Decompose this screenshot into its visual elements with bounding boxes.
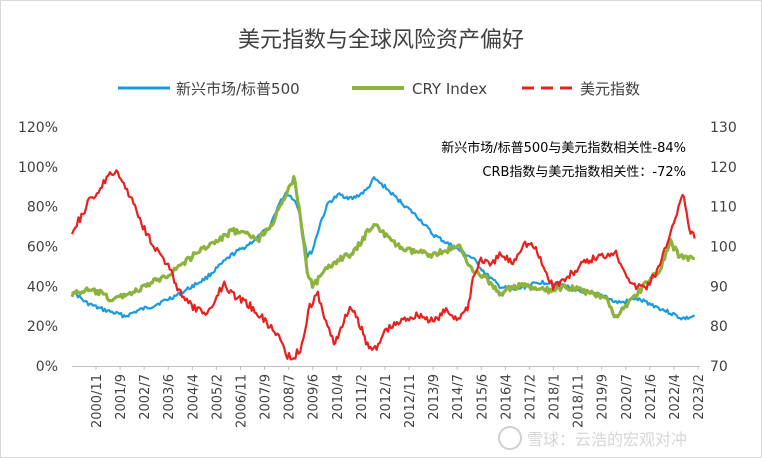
legend: 新兴市场/标普500 CRY Index 美元指数 — [118, 80, 640, 98]
x-tick-label: 2022/4 — [668, 374, 683, 420]
right-tick-label: 90 — [710, 279, 728, 295]
watermark-logo-icon — [498, 426, 522, 450]
watermark-text: 雪球：云浩的宏观对冲 — [527, 430, 687, 449]
right-tick-label: 70 — [710, 359, 728, 375]
x-tick-label: 2002/7 — [138, 374, 153, 420]
annotation-emerging-correlation: 新兴市场/标普500与美元指数相关性-84% — [441, 140, 686, 156]
x-tick-label: 2018/1 — [548, 374, 563, 420]
x-tick-label: 2003/6 — [162, 374, 177, 420]
x-tick-label: 2011/2 — [355, 374, 370, 420]
x-axis: 2000/11 2001/9 2002/7 2003/6 2004/4 2005/2 200… — [90, 366, 707, 428]
x-tick-label: 2021/6 — [644, 374, 659, 420]
x-tick-label: 2012/1 — [379, 374, 394, 420]
left-tick-label: 20% — [27, 319, 58, 335]
x-tick-label: 2008/7 — [283, 374, 298, 420]
watermark: 雪球：云浩的宏观对冲 — [498, 426, 687, 450]
left-tick-label: 100% — [18, 160, 58, 176]
x-tick-label: 2000/11 — [90, 374, 105, 428]
right-tick-label: 130 — [710, 120, 737, 136]
x-tick-label: 2004/4 — [186, 374, 201, 420]
legend-label-cry-index: CRY Index — [412, 80, 487, 98]
x-tick-label: 2007/9 — [259, 374, 274, 420]
x-tick-label: 2012/11 — [403, 374, 418, 428]
x-tick-label: 2014/7 — [451, 374, 466, 420]
left-tick-label: 0% — [36, 359, 58, 375]
left-tick-label: 80% — [27, 200, 58, 216]
right-tick-label: 110 — [710, 200, 737, 216]
series-usd-index — [70, 169, 696, 361]
right-axis: 70 80 90 100 110 120 130 — [710, 120, 737, 375]
left-tick-label: 120% — [18, 120, 58, 136]
x-tick-label: 2006/11 — [234, 374, 249, 428]
x-tick-label: 2005/2 — [210, 374, 225, 420]
left-axis: 0% 20% 40% 60% 80% 100% 120% — [18, 120, 58, 375]
legend-label-emerging-sp500: 新兴市场/标普500 — [176, 80, 300, 98]
series-cry-index — [70, 175, 695, 319]
annotation-crb-correlation: CRB指数与美元指数相关性：-72% — [482, 165, 686, 180]
x-tick-label: 2015/6 — [475, 374, 490, 420]
x-tick-label: 2010/4 — [331, 374, 346, 420]
x-tick-label: 2009/6 — [307, 374, 322, 420]
x-tick-label: 2019/9 — [596, 374, 611, 420]
right-tick-label: 80 — [710, 319, 728, 335]
plot-area — [70, 169, 696, 361]
right-tick-label: 100 — [710, 240, 737, 256]
chart-title: 美元指数与全球风险资产偏好 — [238, 28, 524, 53]
left-tick-label: 40% — [27, 279, 58, 295]
x-tick-label: 2001/9 — [114, 374, 129, 420]
x-tick-label: 2020/7 — [620, 374, 635, 420]
x-tick-label: 2018/11 — [572, 374, 587, 428]
x-tick-label: 2023/2 — [692, 374, 707, 420]
x-tick-label: 2016/4 — [499, 374, 514, 420]
legend-label-usd-index: 美元指数 — [580, 80, 640, 98]
left-tick-label: 60% — [27, 240, 58, 256]
x-tick-label: 2013/9 — [427, 374, 442, 420]
x-tick-label: 2017/2 — [523, 374, 538, 420]
right-tick-label: 120 — [710, 160, 737, 176]
